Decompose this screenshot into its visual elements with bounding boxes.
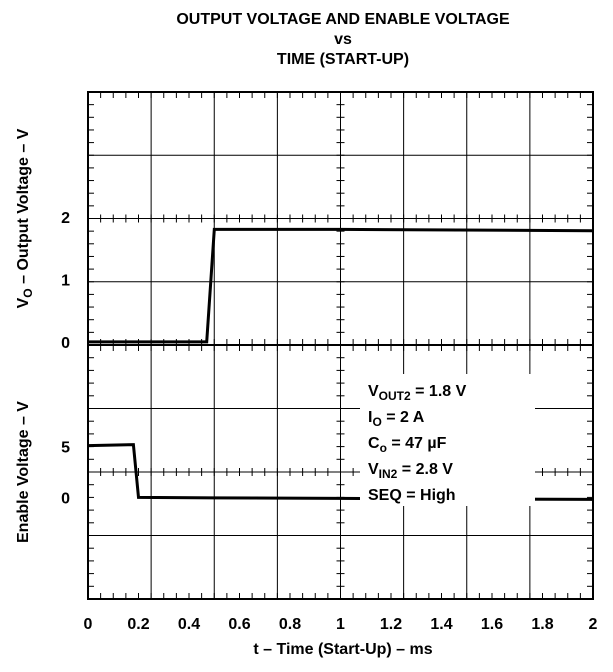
annotation-line-3-rest: = 47 µF	[387, 435, 447, 452]
output-y-tick-label: 1	[61, 272, 70, 289]
annotation-line-1-rest: = 1.8 V	[411, 383, 467, 400]
output-y-axis-label-subscript: O	[21, 288, 35, 297]
x-tick-label: 1.8	[531, 616, 553, 633]
annotation-line-3-subscript: o	[380, 441, 387, 455]
enable-y-tick-label: 5	[61, 440, 70, 457]
annotation-line-4-main: V	[368, 461, 379, 478]
annotation-line-2-subscript: O	[372, 415, 381, 429]
annotation-line-4-subscript: IN2	[379, 467, 398, 481]
x-tick-label: 0.2	[127, 616, 149, 633]
annotation-line-2-rest: = 2 A	[382, 409, 425, 426]
output-voltage-line	[88, 227, 594, 344]
output-y-tick-label: 0	[61, 335, 70, 352]
annotation-background	[360, 374, 535, 506]
enable-y-axis-label: Enable Voltage – V	[15, 401, 32, 543]
output-y-axis-label-rest: – Output Voltage – V	[15, 128, 32, 288]
enable-y-axis-label-main: Enable Voltage – V	[15, 401, 32, 543]
x-tick-label: 2	[589, 616, 598, 633]
annotation-line-5-main: SEQ = High	[368, 487, 456, 504]
x-tick-label: 0.6	[228, 616, 250, 633]
x-tick-label: 0.8	[279, 616, 301, 633]
output-y-axis-label-main: V	[15, 297, 32, 308]
title-line-3: TIME (START-UP)	[277, 51, 409, 68]
panel-frame-undefined	[87, 344, 594, 600]
plot-frame	[87, 91, 594, 600]
x-tick-label: 1.4	[430, 616, 452, 633]
annotation-line-3-main: C	[368, 435, 380, 452]
annotation-line-1: VOUT2 = 1.8 V	[368, 383, 467, 403]
enable-y-tick-label: 0	[61, 490, 70, 507]
annotation-line-3: Co = 47 µF	[368, 435, 447, 455]
x-tick-label: 1.2	[380, 616, 402, 633]
chart-title: OUTPUT VOLTAGE AND ENABLE VOLTAGE vs TIME …	[176, 11, 510, 68]
annotation-line-2-main: I	[368, 409, 372, 426]
x-tick-label: 0	[84, 616, 93, 633]
output-y-axis-label: VO – Output Voltage – V	[15, 128, 35, 308]
annotation-line-4: VIN2 = 2.8 V	[368, 461, 453, 481]
x-axis-label: t – Time (Start-Up) – ms	[253, 641, 432, 658]
title-line-1: OUTPUT VOLTAGE AND ENABLE VOLTAGE	[176, 11, 510, 28]
annotation-line-1-subscript: OUT2	[379, 389, 411, 403]
title-line-2: vs	[334, 31, 352, 48]
annotation-line-5: SEQ = High	[368, 487, 456, 504]
x-tick-label: 0.4	[178, 616, 200, 633]
annotation-line-4-rest: = 2.8 V	[397, 461, 453, 478]
x-tick-label: 1.6	[481, 616, 503, 633]
output-y-tick-label: 2	[61, 210, 70, 227]
annotation-line-2: IO = 2 A	[368, 409, 425, 429]
annotation-line-1-main: V	[368, 383, 379, 400]
x-tick-label: 1	[336, 616, 345, 633]
